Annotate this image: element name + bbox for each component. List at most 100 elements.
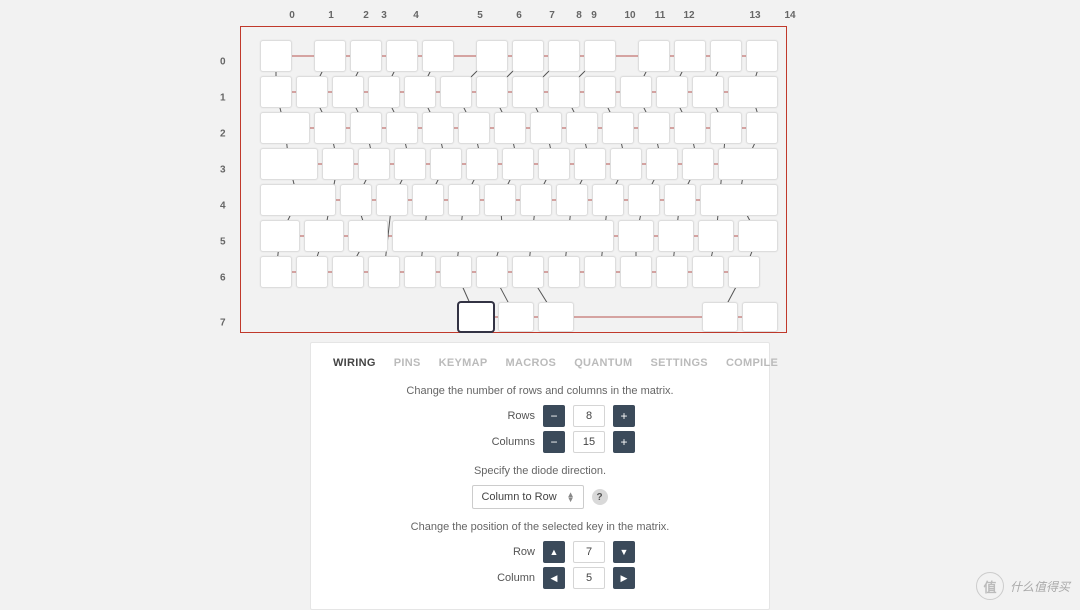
rows-decrement[interactable]: − [543,405,565,427]
matrix-key[interactable] [422,40,454,72]
matrix-key[interactable] [620,76,652,108]
matrix-key[interactable] [682,148,714,180]
matrix-key[interactable] [386,112,418,144]
matrix-key[interactable] [692,256,724,288]
matrix-key[interactable] [584,76,616,108]
col-left[interactable]: ◀ [543,567,565,589]
matrix-key[interactable] [728,256,760,288]
matrix-key[interactable] [386,40,418,72]
help-icon[interactable]: ? [592,489,608,505]
matrix-key[interactable] [548,40,580,72]
matrix-key[interactable] [656,256,688,288]
matrix-key[interactable] [658,220,694,252]
tab-macros[interactable]: MACROS [506,357,557,369]
matrix-key[interactable] [698,220,734,252]
matrix-key[interactable] [296,76,328,108]
matrix-board[interactable] [240,26,787,333]
matrix-key[interactable] [512,76,544,108]
matrix-key[interactable] [710,40,742,72]
matrix-key[interactable] [638,40,670,72]
matrix-key[interactable] [404,256,436,288]
matrix-key[interactable] [520,184,552,216]
matrix-key[interactable] [260,112,310,144]
tab-keymap[interactable]: KEYMAP [439,357,488,369]
matrix-key[interactable] [742,302,778,332]
matrix-key[interactable] [350,40,382,72]
matrix-key[interactable] [592,184,624,216]
matrix-key[interactable] [358,148,390,180]
row-up[interactable]: ▲ [543,541,565,563]
matrix-key[interactable] [702,302,738,332]
matrix-key[interactable] [738,220,778,252]
tab-settings[interactable]: SETTINGS [651,357,708,369]
matrix-key[interactable] [538,148,570,180]
matrix-key[interactable] [610,148,642,180]
matrix-key[interactable] [746,112,778,144]
matrix-key[interactable] [260,256,292,288]
matrix-key[interactable] [502,148,534,180]
matrix-key[interactable] [458,112,490,144]
matrix-key[interactable] [656,76,688,108]
matrix-key[interactable] [548,76,580,108]
matrix-key[interactable] [692,76,724,108]
matrix-key[interactable] [476,256,508,288]
matrix-key[interactable] [394,148,426,180]
matrix-key[interactable] [314,40,346,72]
matrix-key[interactable] [466,148,498,180]
matrix-key[interactable] [484,184,516,216]
tab-quantum[interactable]: QUANTUM [574,357,632,369]
col-right[interactable]: ▶ [613,567,635,589]
matrix-key[interactable] [260,148,318,180]
tab-pins[interactable]: PINS [394,357,421,369]
matrix-key[interactable] [368,256,400,288]
matrix-key[interactable] [674,40,706,72]
matrix-key[interactable] [638,112,670,144]
matrix-key[interactable] [746,40,778,72]
matrix-key[interactable] [664,184,696,216]
matrix-key[interactable] [448,184,480,216]
matrix-key[interactable] [458,302,494,332]
matrix-key[interactable] [422,112,454,144]
matrix-key[interactable] [404,76,436,108]
matrix-key[interactable] [512,256,544,288]
matrix-key[interactable] [260,76,292,108]
matrix-key[interactable] [512,40,544,72]
tab-wiring[interactable]: WIRING [333,357,376,369]
matrix-key[interactable] [368,76,400,108]
cols-increment[interactable]: + [613,431,635,453]
matrix-key[interactable] [602,112,634,144]
matrix-key[interactable] [340,184,372,216]
matrix-key[interactable] [556,184,588,216]
matrix-key[interactable] [700,184,778,216]
matrix-key[interactable] [584,40,616,72]
cols-decrement[interactable]: − [543,431,565,453]
matrix-key[interactable] [538,302,574,332]
matrix-key[interactable] [620,256,652,288]
matrix-key[interactable] [430,148,462,180]
matrix-key[interactable] [548,256,580,288]
matrix-key[interactable] [530,112,562,144]
matrix-key[interactable] [674,112,706,144]
matrix-key[interactable] [574,148,606,180]
matrix-key[interactable] [476,40,508,72]
matrix-key[interactable] [304,220,344,252]
matrix-key[interactable] [710,112,742,144]
matrix-key[interactable] [350,112,382,144]
matrix-key[interactable] [440,256,472,288]
matrix-key[interactable] [618,220,654,252]
diode-select[interactable]: Column to Row ▲▼ [472,485,583,509]
matrix-key[interactable] [348,220,388,252]
matrix-key[interactable] [296,256,328,288]
matrix-key[interactable] [260,184,336,216]
row-down[interactable]: ▼ [613,541,635,563]
matrix-key[interactable] [494,112,526,144]
matrix-key[interactable] [376,184,408,216]
matrix-key[interactable] [628,184,660,216]
matrix-key[interactable] [440,76,472,108]
matrix-key[interactable] [476,76,508,108]
matrix-key[interactable] [566,112,598,144]
matrix-key[interactable] [322,148,354,180]
matrix-key[interactable] [728,76,778,108]
matrix-key[interactable] [332,76,364,108]
rows-increment[interactable]: + [613,405,635,427]
